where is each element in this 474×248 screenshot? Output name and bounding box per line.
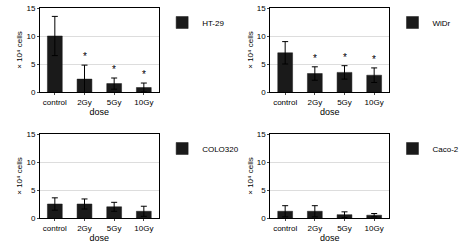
svg-text:*: * bbox=[83, 51, 87, 62]
svg-text:control: control bbox=[43, 98, 67, 107]
svg-text:dose: dose bbox=[320, 107, 340, 117]
svg-text:0: 0 bbox=[31, 88, 36, 97]
svg-text:control: control bbox=[43, 224, 67, 233]
svg-text:5Gy: 5Gy bbox=[107, 224, 122, 233]
svg-text:15: 15 bbox=[26, 4, 35, 13]
svg-text:0: 0 bbox=[261, 88, 266, 97]
svg-text:2Gy: 2Gy bbox=[308, 224, 323, 233]
svg-text:2Gy: 2Gy bbox=[77, 98, 92, 107]
svg-text:5: 5 bbox=[31, 60, 36, 69]
svg-text:10Gy: 10Gy bbox=[134, 224, 153, 233]
svg-text:2Gy: 2Gy bbox=[308, 98, 323, 107]
svg-text:10: 10 bbox=[26, 32, 35, 41]
svg-text:5: 5 bbox=[261, 60, 266, 69]
svg-text:*: * bbox=[313, 53, 317, 64]
svg-text:10: 10 bbox=[257, 158, 266, 167]
svg-text:5: 5 bbox=[31, 186, 36, 195]
svg-text:0: 0 bbox=[261, 214, 266, 223]
svg-text:dose: dose bbox=[90, 107, 110, 117]
svg-text:5Gy: 5Gy bbox=[337, 98, 352, 107]
svg-text:dose: dose bbox=[320, 233, 340, 243]
svg-text:Caco-2: Caco-2 bbox=[432, 145, 458, 154]
svg-text:15: 15 bbox=[257, 130, 266, 139]
svg-text:COLO320: COLO320 bbox=[202, 145, 239, 154]
svg-text:*: * bbox=[372, 54, 376, 65]
svg-text:control: control bbox=[273, 98, 297, 107]
svg-text:15: 15 bbox=[26, 130, 35, 139]
svg-text:10Gy: 10Gy bbox=[365, 224, 384, 233]
svg-text:× 10⁴ cells: × 10⁴ cells bbox=[246, 157, 255, 194]
svg-text:WiDr: WiDr bbox=[432, 19, 450, 28]
svg-text:*: * bbox=[142, 69, 146, 80]
svg-text:5Gy: 5Gy bbox=[107, 98, 122, 107]
svg-text:× 10⁴ cells: × 10⁴ cells bbox=[15, 31, 24, 68]
svg-text:15: 15 bbox=[257, 4, 266, 13]
svg-text:× 10⁴ cells: × 10⁴ cells bbox=[246, 31, 255, 68]
svg-text:dose: dose bbox=[90, 233, 110, 243]
svg-text:HT-29: HT-29 bbox=[202, 19, 224, 28]
svg-text:10Gy: 10Gy bbox=[365, 98, 384, 107]
svg-text:10: 10 bbox=[257, 32, 266, 41]
svg-text:*: * bbox=[112, 64, 116, 75]
svg-text:10: 10 bbox=[26, 158, 35, 167]
svg-text:0: 0 bbox=[31, 214, 36, 223]
svg-text:2Gy: 2Gy bbox=[77, 224, 92, 233]
svg-text:× 10⁴ cells: × 10⁴ cells bbox=[15, 157, 24, 194]
svg-text:control: control bbox=[273, 224, 297, 233]
svg-text:10Gy: 10Gy bbox=[134, 98, 153, 107]
svg-text:*: * bbox=[343, 52, 347, 63]
svg-text:5Gy: 5Gy bbox=[337, 224, 352, 233]
svg-text:5: 5 bbox=[261, 186, 266, 195]
